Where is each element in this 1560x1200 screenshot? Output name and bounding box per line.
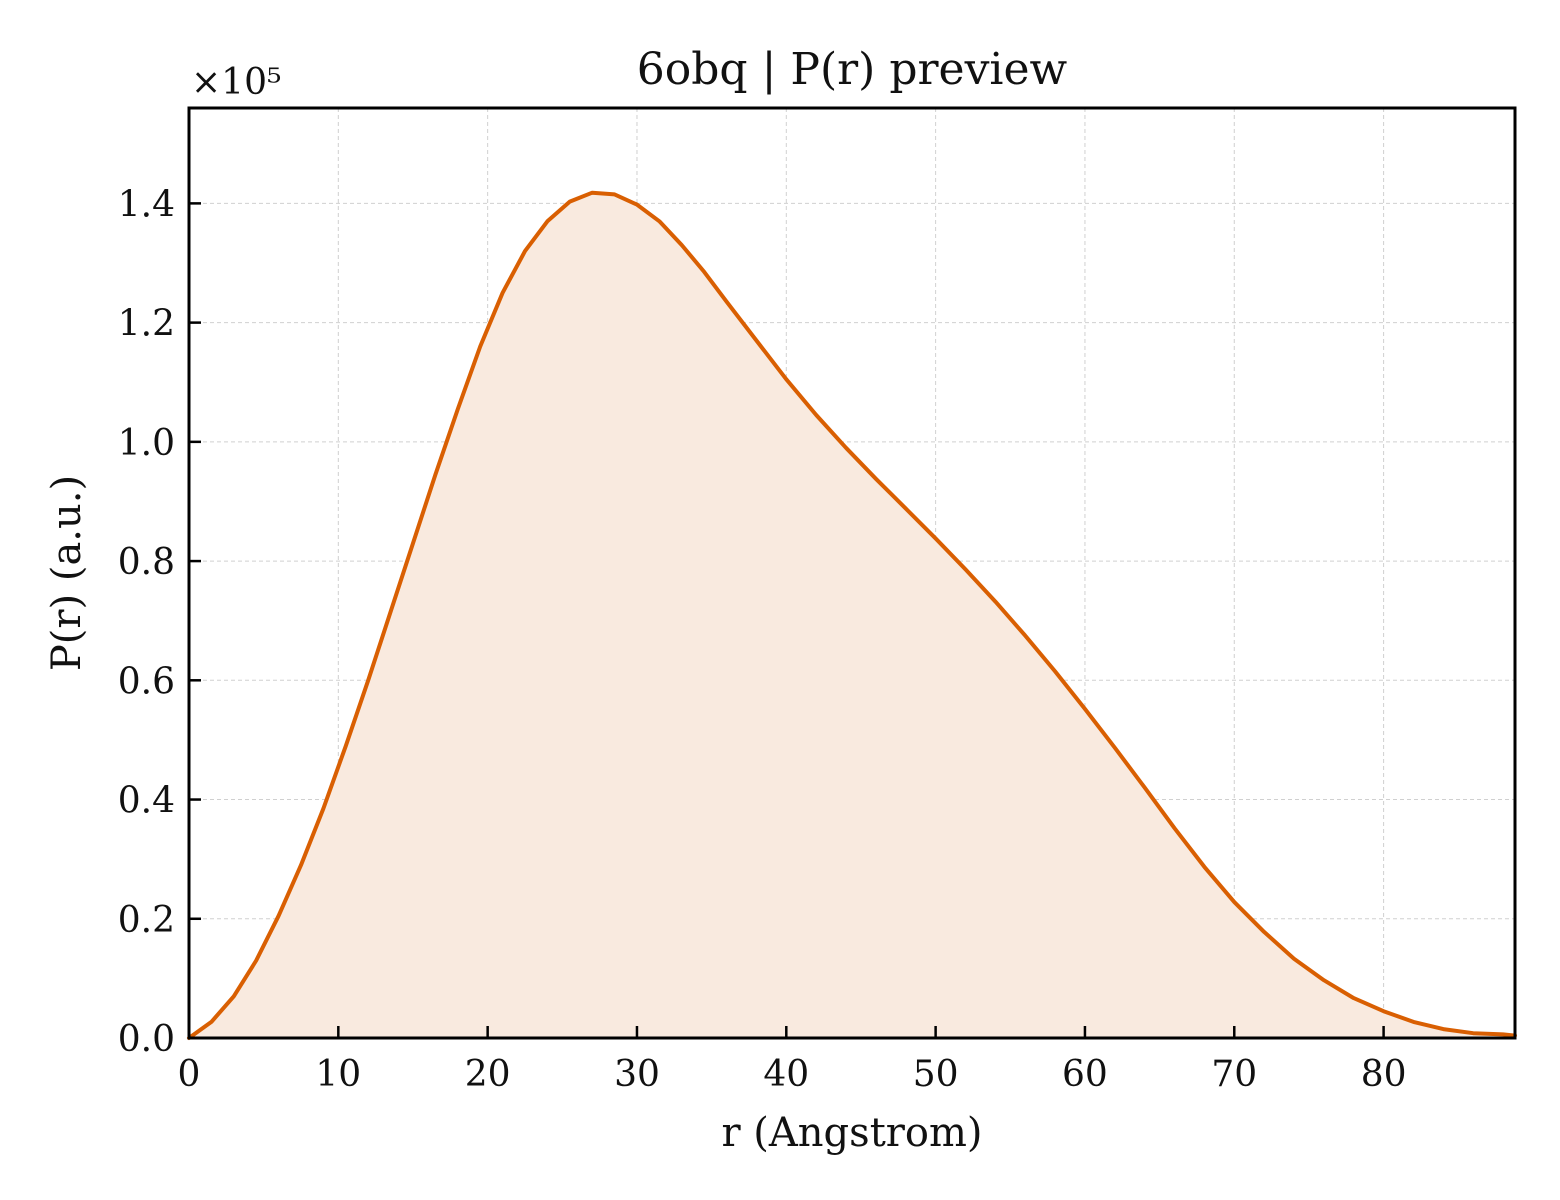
series-line <box>187 190 1517 1040</box>
y-tick-label: 1.0 <box>118 423 175 464</box>
x-tick-label: 40 <box>763 1054 809 1095</box>
y-tick-label: 0.4 <box>118 781 175 822</box>
y-tick-label: 0.0 <box>118 1019 175 1060</box>
y-tick-label: 1.2 <box>118 304 175 345</box>
x-axis-ticks: 0 10 20 30 40 50 60 70 80 <box>178 1026 1407 1095</box>
x-tick-label: 20 <box>465 1054 511 1095</box>
x-tick-label: 0 <box>178 1054 201 1095</box>
y-tick-label: 1.4 <box>118 184 175 225</box>
x-tick-label: 10 <box>315 1054 361 1095</box>
x-tick-label: 30 <box>614 1054 660 1095</box>
y-axis-ticks: 0.0 0.2 0.4 0.6 0.8 1.0 1.2 1.4 <box>118 184 201 1060</box>
y-tick-label: 0.6 <box>118 661 175 702</box>
plot-frame <box>187 106 1517 1040</box>
y-tick-label: 0.2 <box>118 900 175 941</box>
y-multiplier-label: ×10⁵ <box>191 62 281 103</box>
x-tick-label: 70 <box>1211 1054 1257 1095</box>
x-tick-label: 50 <box>913 1054 959 1095</box>
y-axis-label: P(r) (a.u.) <box>44 475 90 671</box>
x-axis-label: r (Angstrom) <box>721 1110 982 1156</box>
series-area-fill <box>189 192 1515 1038</box>
y-tick-label: 0.8 <box>118 542 175 583</box>
x-tick-label: 60 <box>1062 1054 1108 1095</box>
x-tick-label: 80 <box>1361 1054 1407 1095</box>
chart-title: 6obq | P(r) preview <box>637 44 1068 95</box>
